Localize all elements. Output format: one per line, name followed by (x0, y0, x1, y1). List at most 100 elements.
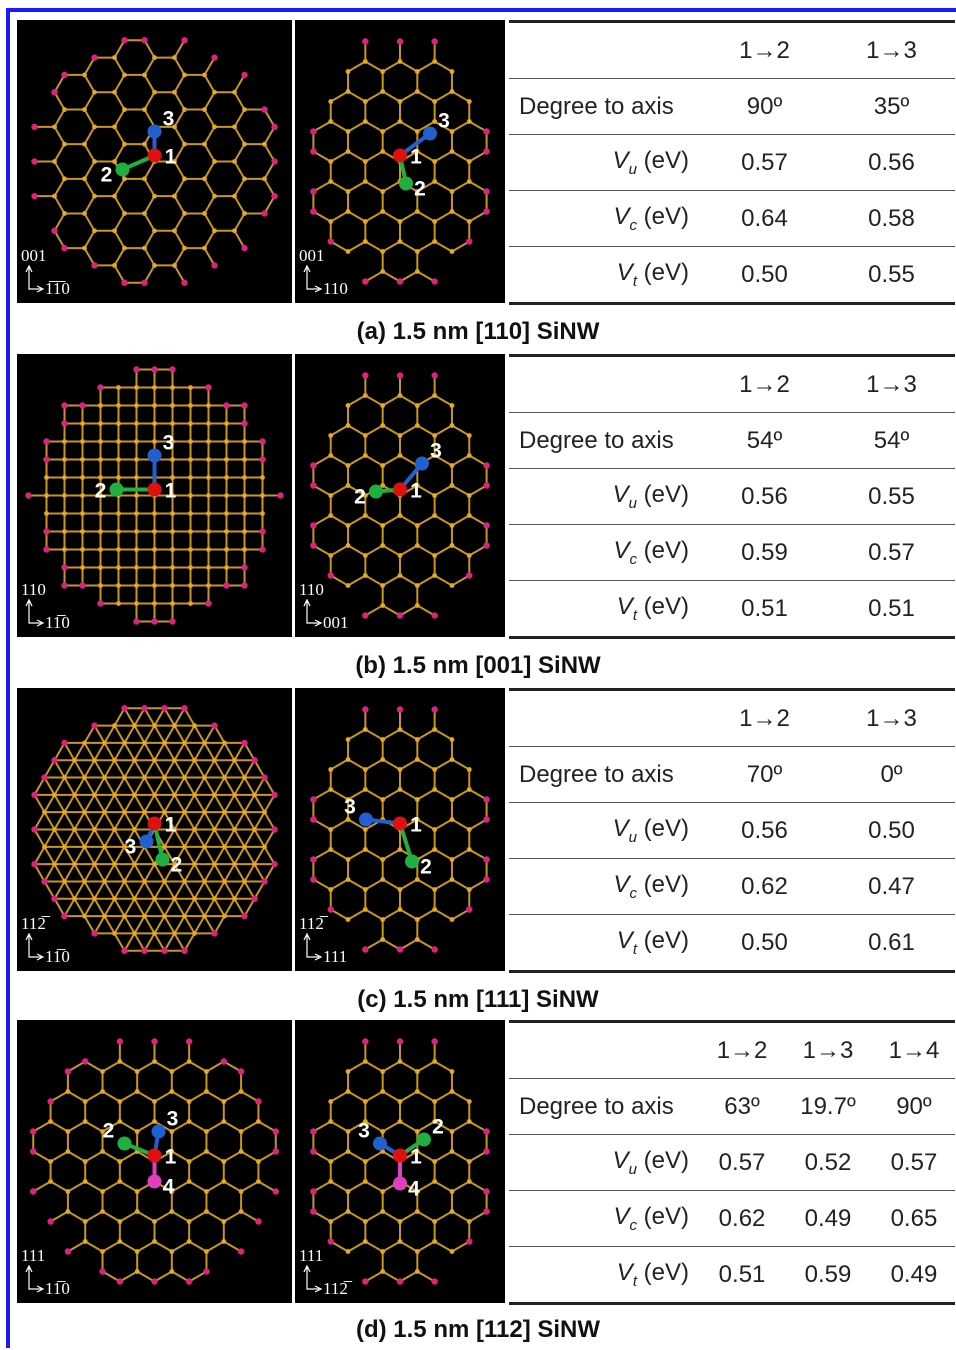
atom (415, 1249, 420, 1254)
atom (450, 1249, 455, 1254)
atom (98, 583, 103, 588)
atom (328, 827, 333, 832)
atom (415, 917, 420, 922)
atom (92, 862, 97, 867)
atom (363, 553, 368, 558)
atom (328, 119, 333, 124)
atom-label: 3 (167, 1108, 179, 1131)
atom (172, 758, 177, 763)
atom (232, 792, 237, 797)
quantity-unit: (eV) (644, 815, 689, 842)
atom (82, 740, 87, 745)
quantity-subscript: u (629, 161, 637, 178)
atom (432, 513, 437, 518)
atom (415, 757, 420, 762)
quantity-unit: (eV) (644, 593, 689, 620)
data-table: 1→21→3Degree to axis70º0ºVu (eV)0.560.50… (509, 688, 955, 973)
axis-right-label: 110 (323, 279, 348, 298)
atom (202, 72, 207, 77)
atom (82, 176, 87, 181)
atom (467, 767, 472, 772)
atom (232, 228, 237, 233)
atom (133, 618, 139, 624)
atom (212, 194, 217, 199)
atom (61, 564, 67, 570)
atom (116, 439, 121, 444)
atom (415, 877, 420, 882)
atom (222, 740, 227, 745)
atom (466, 572, 472, 578)
atom (415, 543, 420, 548)
atom (398, 1059, 403, 1064)
atom (431, 372, 437, 378)
atom (202, 211, 207, 216)
labeled-atom (116, 163, 130, 177)
atom (483, 876, 489, 882)
atom (398, 513, 403, 518)
atom (262, 176, 267, 181)
atom (363, 1099, 368, 1104)
row-label: Vu (eV) (509, 803, 701, 859)
atom (92, 758, 97, 763)
atom (152, 601, 157, 606)
atom (432, 847, 437, 852)
atom (202, 176, 207, 181)
atom (363, 1159, 368, 1164)
atom (206, 421, 211, 426)
cell-value: 0º (828, 747, 955, 803)
atom (152, 1099, 157, 1104)
atom (202, 142, 207, 147)
table-row: Vc (eV)0.640.58 (509, 191, 955, 247)
axis-up-label: 110 (299, 580, 324, 599)
axis-right-label: 111 (323, 947, 347, 966)
atom (241, 740, 247, 746)
atom (170, 529, 175, 534)
atom (152, 194, 157, 199)
atom (415, 797, 420, 802)
atom (31, 792, 37, 798)
atom (116, 457, 121, 462)
atom (346, 129, 351, 134)
atom (310, 522, 316, 528)
atom (62, 211, 67, 216)
atom (80, 493, 85, 498)
labeled-atom (140, 835, 154, 849)
atom (122, 246, 127, 251)
atom (182, 879, 187, 884)
cell-value: 0.64 (701, 191, 828, 247)
atom (224, 565, 229, 570)
atom (47, 1218, 53, 1224)
labeled-atom (423, 127, 437, 141)
atom (152, 55, 157, 60)
atom (432, 493, 437, 498)
atom (141, 705, 147, 711)
atom (187, 1179, 192, 1184)
atom (188, 547, 193, 552)
table-row: Vu (eV)0.570.56 (509, 135, 955, 191)
atom (204, 1209, 209, 1214)
atom (432, 1219, 437, 1224)
atom (241, 564, 247, 570)
quantity-symbol: V (613, 1203, 629, 1230)
cell-value: 0.49 (873, 1247, 955, 1304)
atom (467, 433, 472, 438)
atom (363, 219, 368, 224)
atom (172, 792, 177, 797)
atom (206, 493, 211, 498)
quantity-unit: (eV) (644, 1147, 689, 1174)
atom (242, 142, 247, 147)
atom (273, 1128, 279, 1134)
atom (432, 787, 437, 792)
atom (450, 757, 455, 762)
atom (62, 844, 67, 849)
atom (92, 827, 97, 832)
atom (112, 124, 117, 129)
atom (151, 366, 157, 372)
atom (212, 90, 217, 95)
row-label: Vc (eV) (509, 1191, 701, 1247)
atom (328, 238, 334, 244)
atom (328, 493, 333, 498)
atom (450, 857, 455, 862)
atom (132, 792, 137, 797)
